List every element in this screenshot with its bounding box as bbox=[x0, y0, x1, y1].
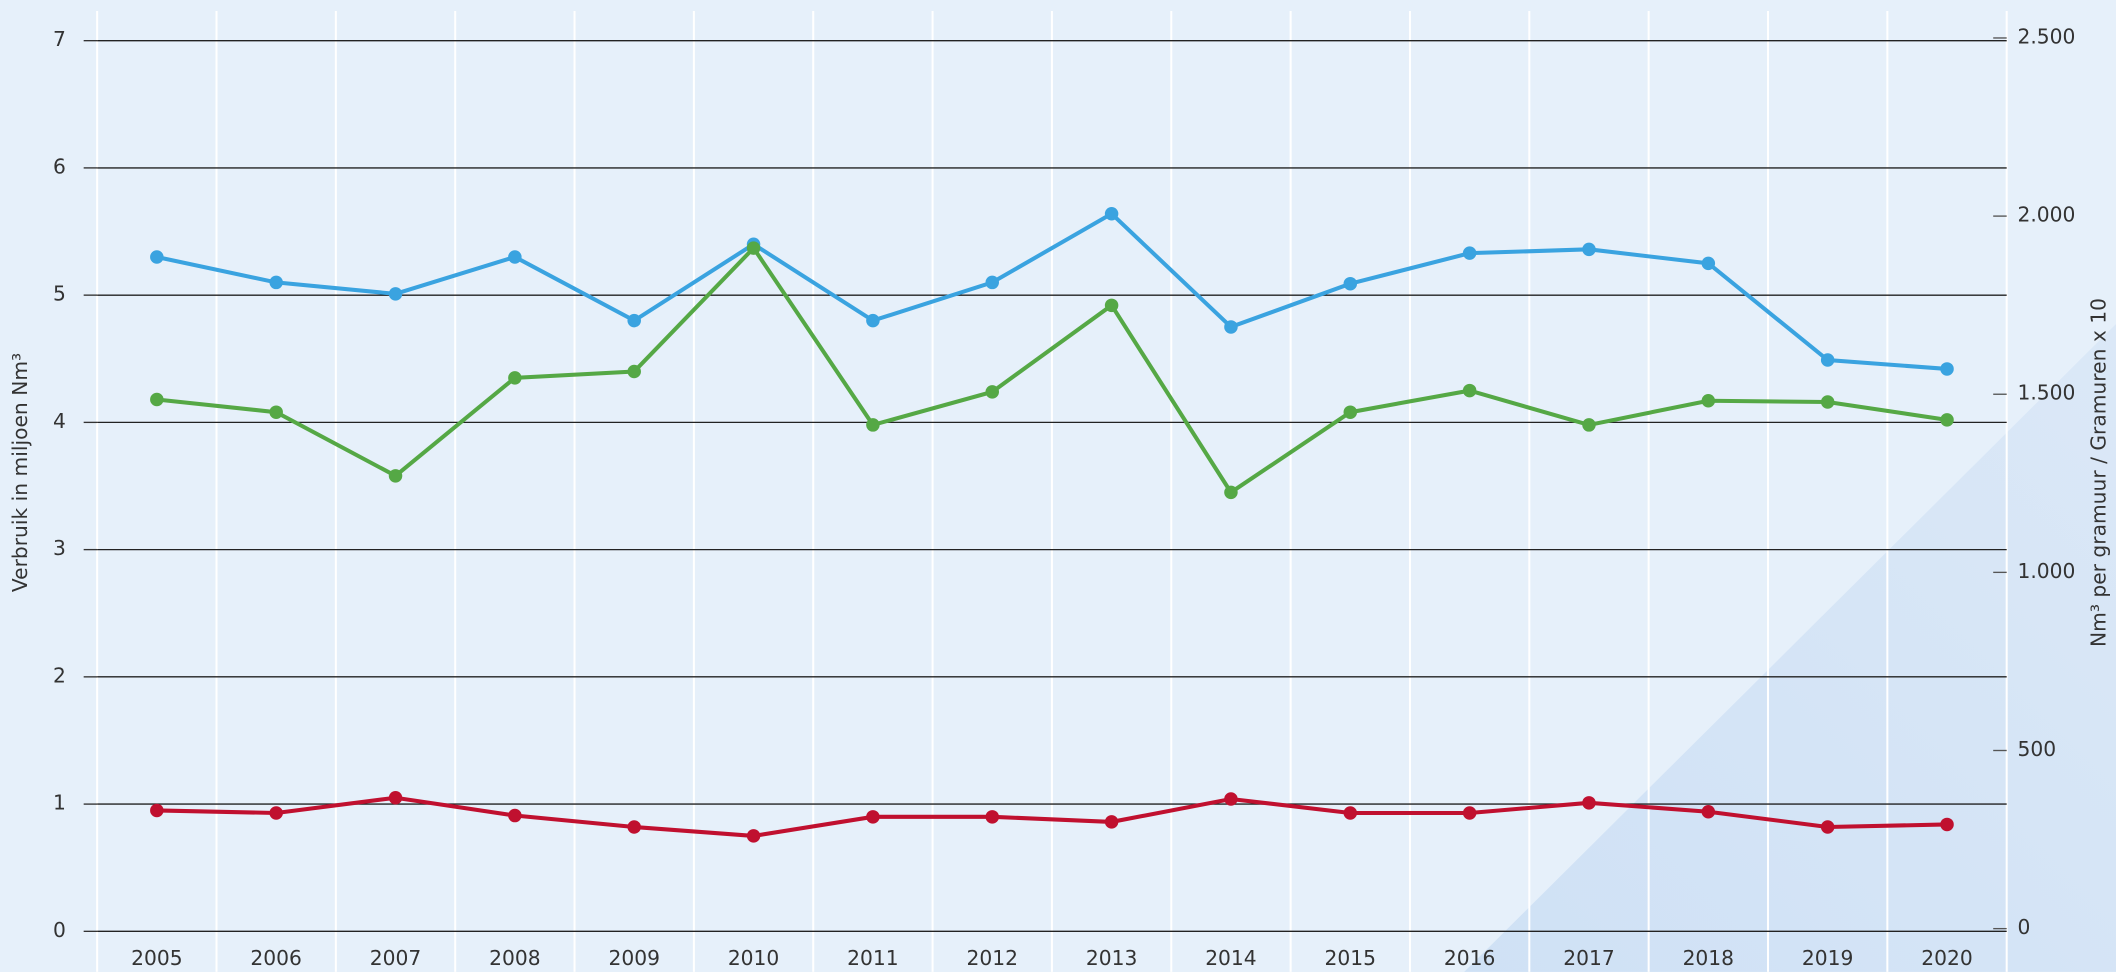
point bbox=[388, 469, 403, 483]
point bbox=[269, 405, 283, 419]
x-tick-label: 2018 bbox=[1683, 946, 1735, 970]
y-tick-label: 3 bbox=[53, 536, 66, 560]
x-tick-label: 2007 bbox=[370, 946, 422, 970]
x-tick-label: 2010 bbox=[728, 946, 780, 970]
y2-tick-label: 1.000 bbox=[2017, 559, 2075, 583]
x-tick-label: 2009 bbox=[608, 946, 660, 970]
series-line bbox=[156, 244, 1948, 496]
point bbox=[1940, 362, 1954, 376]
y-tick-label: 1 bbox=[53, 791, 66, 815]
x-tick-label: 2020 bbox=[1921, 946, 1973, 970]
x-tick-label: 2006 bbox=[250, 946, 302, 970]
point bbox=[1582, 418, 1596, 432]
y2-tick-label: 500 bbox=[2017, 737, 2056, 761]
point bbox=[1224, 320, 1238, 334]
point bbox=[985, 275, 1000, 290]
x-tick-label: 2017 bbox=[1563, 946, 1615, 970]
y-axis-title: Verbruik in miljoen Nm³ bbox=[8, 353, 32, 592]
point bbox=[1462, 806, 1477, 820]
point bbox=[627, 820, 641, 834]
point bbox=[1462, 246, 1477, 260]
point bbox=[866, 313, 880, 328]
y-tick-label: 5 bbox=[53, 282, 66, 306]
y2-tick-label: 0 bbox=[2017, 915, 2030, 939]
x-tick-label: 2008 bbox=[489, 946, 541, 970]
x-tick-label: 2015 bbox=[1325, 946, 1377, 970]
point bbox=[1820, 820, 1835, 834]
y2-tick-label: 2.500 bbox=[2017, 24, 2075, 48]
decoration bbox=[1464, 324, 2116, 972]
x-tick-label: 2011 bbox=[847, 946, 899, 970]
point bbox=[150, 250, 164, 264]
x-tick-label: 2019 bbox=[1802, 946, 1854, 970]
point bbox=[1224, 792, 1238, 806]
y2-tick-label: 1.500 bbox=[2017, 381, 2075, 405]
point bbox=[1104, 815, 1119, 829]
y-tick-label: 4 bbox=[53, 409, 66, 433]
point bbox=[1343, 405, 1358, 419]
y2-tick-label: 2.000 bbox=[2017, 203, 2075, 227]
point bbox=[269, 275, 283, 290]
point bbox=[866, 418, 880, 432]
point bbox=[746, 829, 761, 843]
point bbox=[150, 392, 164, 407]
point bbox=[508, 371, 522, 385]
point bbox=[508, 250, 522, 264]
point bbox=[388, 287, 403, 301]
point bbox=[1701, 804, 1716, 819]
point bbox=[1820, 353, 1835, 367]
x-tick-label: 2013 bbox=[1086, 946, 1138, 970]
point bbox=[1104, 206, 1119, 221]
point bbox=[1701, 256, 1716, 271]
point bbox=[985, 810, 1000, 824]
y-tick-label: 7 bbox=[53, 27, 66, 51]
y-tick-label: 2 bbox=[53, 663, 66, 687]
y-tick-label: 0 bbox=[53, 918, 66, 942]
point bbox=[1462, 383, 1477, 398]
point bbox=[1343, 806, 1358, 820]
point bbox=[1820, 395, 1835, 409]
point bbox=[150, 803, 164, 818]
point bbox=[627, 313, 641, 328]
point bbox=[1940, 817, 1954, 832]
point bbox=[746, 241, 761, 255]
point bbox=[1582, 242, 1596, 257]
point bbox=[508, 808, 522, 823]
point bbox=[388, 790, 403, 805]
point bbox=[1343, 276, 1358, 291]
series-line bbox=[156, 211, 1948, 371]
point bbox=[1701, 394, 1716, 408]
point bbox=[866, 810, 880, 824]
y2-axis-title: Nm³ per gramuur / Gramuren x 10 bbox=[2086, 298, 2110, 647]
point bbox=[1940, 413, 1954, 427]
point bbox=[985, 385, 1000, 399]
point bbox=[269, 806, 283, 820]
point bbox=[627, 364, 641, 379]
point bbox=[1582, 796, 1596, 810]
x-tick-label: 2014 bbox=[1205, 946, 1257, 970]
x-tick-label: 2016 bbox=[1444, 946, 1496, 970]
x-tick-label: 2012 bbox=[967, 946, 1019, 970]
point bbox=[1224, 485, 1238, 500]
point bbox=[1104, 298, 1119, 313]
y-tick-label: 6 bbox=[53, 154, 66, 178]
x-tick-label: 2005 bbox=[131, 946, 183, 970]
series-line bbox=[156, 795, 1948, 838]
